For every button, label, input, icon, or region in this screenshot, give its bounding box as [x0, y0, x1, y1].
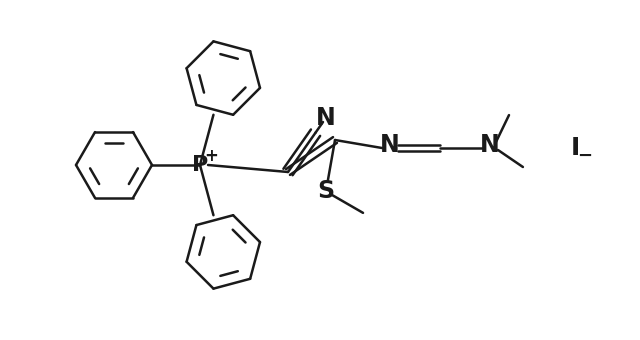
- Text: I: I: [570, 136, 580, 160]
- Text: N: N: [480, 133, 500, 157]
- Text: +: +: [204, 147, 218, 165]
- Text: P: P: [192, 155, 208, 175]
- Text: S: S: [317, 180, 334, 203]
- Text: N: N: [380, 133, 400, 157]
- Text: N: N: [316, 106, 336, 130]
- Text: −: −: [577, 147, 593, 165]
